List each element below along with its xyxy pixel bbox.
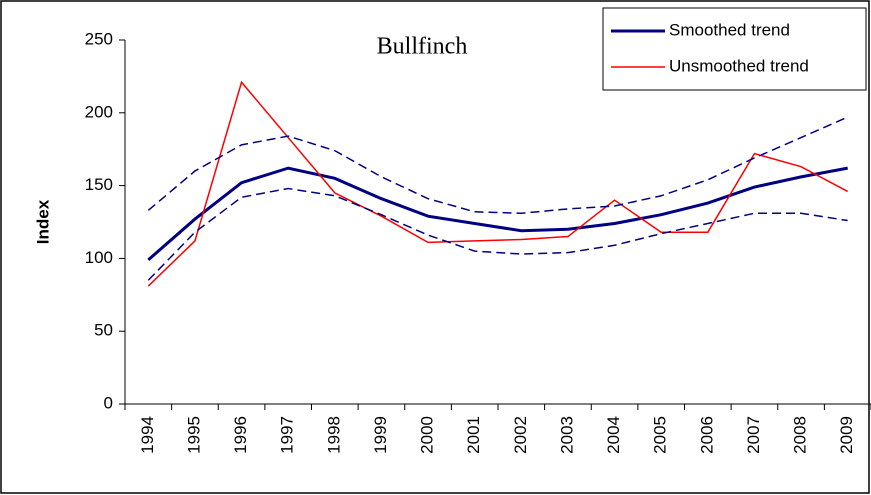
x-tick-label: 1998 xyxy=(324,416,343,454)
y-tick-label: 200 xyxy=(85,102,113,121)
series-line xyxy=(147,80,849,287)
x-tick-label: 2009 xyxy=(837,416,856,454)
x-tick-label: 2000 xyxy=(418,416,437,454)
x-tick-label: 2003 xyxy=(557,416,576,454)
x-tick-label: 2001 xyxy=(464,416,483,454)
y-tick-label: 150 xyxy=(85,175,113,194)
legend-box xyxy=(602,7,867,91)
x-tick-label: 1994 xyxy=(138,416,157,454)
x-tick-label: 1997 xyxy=(278,416,297,454)
chart-title: Bullfinch xyxy=(377,34,468,60)
x-tick-label: 2002 xyxy=(511,416,530,454)
x-tick-label: 1995 xyxy=(184,416,203,454)
x-tick-label: 2006 xyxy=(697,416,716,454)
x-tick-label: 2005 xyxy=(651,416,670,454)
y-tick-label: 250 xyxy=(85,29,113,48)
y-tick-label: 50 xyxy=(94,321,113,340)
x-tick-label: 1996 xyxy=(231,416,250,454)
y-axis-label: Index xyxy=(33,199,52,244)
y-tick-label: 0 xyxy=(104,393,113,412)
y-tick-label: 100 xyxy=(85,248,113,267)
legend-label: Unsmoothed trend xyxy=(669,56,809,75)
x-tick-label: 2007 xyxy=(744,416,763,454)
series-line xyxy=(147,166,848,261)
x-tick-label: 2004 xyxy=(604,416,623,454)
series-line xyxy=(147,187,848,281)
x-tick-label: 2008 xyxy=(791,416,810,454)
legend-label: Smoothed trend xyxy=(669,20,790,39)
x-tick-label: 1999 xyxy=(371,416,390,454)
